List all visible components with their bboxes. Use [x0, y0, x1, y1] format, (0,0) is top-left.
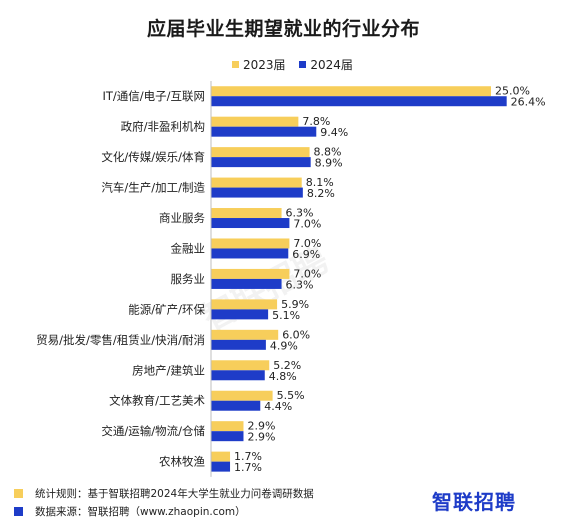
legend-swatch-2023: [232, 61, 239, 68]
category-label: 商业服务: [159, 211, 205, 225]
data-label-2024: 8.9%: [315, 157, 343, 170]
data-label-2023: 1.7%: [234, 450, 262, 463]
data-label-2024: 9.4%: [320, 126, 348, 139]
bar-2024: [211, 461, 231, 472]
bar-2023: [211, 268, 290, 279]
category-label: 政府/非盈利机构: [121, 120, 205, 134]
bar-2023: [211, 360, 270, 371]
data-label-2024: 5.1%: [272, 309, 300, 322]
data-label-2023: 7.8%: [302, 115, 330, 128]
legend-label-2023: 2023届: [243, 58, 286, 72]
bar-2024: [211, 370, 265, 381]
category-label: 农林牧渔: [159, 455, 205, 469]
bar-2024: [211, 96, 507, 107]
data-label-2023: 6.3%: [286, 207, 314, 220]
bar-2024: [211, 431, 244, 442]
legend-item-2024: 2024届: [299, 56, 353, 73]
brand-logo: 智联招聘: [432, 490, 516, 514]
bar-2023: [211, 451, 231, 462]
data-label-2024: 8.2%: [307, 187, 335, 200]
chart-title: 应届毕业生期望就业的行业分布: [146, 18, 420, 40]
category-label: 交通/运输/物流/仓储: [101, 424, 205, 438]
data-label-2024: 4.8%: [269, 370, 297, 383]
footer-source-swatch: [14, 507, 23, 516]
category-label: 贸易/批发/零售/租赁业/快消/耐消: [36, 333, 205, 347]
bar-2024: [211, 309, 269, 320]
data-label-2023: 6.0%: [282, 328, 310, 341]
footer-rule: 统计规则：基于智联招聘2024年大学生就业力问卷调研数据: [14, 486, 314, 501]
data-label-2023: 5.5%: [277, 389, 305, 402]
bar-2023: [211, 147, 310, 158]
data-label-2023: 5.2%: [273, 359, 301, 372]
footer-source: 数据来源：智联招聘（www.zhaopin.com）: [14, 504, 246, 519]
bar-2024: [211, 248, 289, 259]
data-label-2023: 5.9%: [281, 298, 309, 311]
category-label: 金融业: [171, 241, 206, 255]
data-label-2023: 2.9%: [247, 420, 275, 433]
bar-2024: [211, 339, 266, 350]
bar-2024: [211, 278, 282, 289]
data-label-2024: 6.3%: [286, 278, 314, 291]
data-label-2023: 7.0%: [293, 267, 321, 280]
bar-2024: [211, 187, 303, 198]
data-label-2023: 25.0%: [495, 85, 530, 98]
bar-2023: [211, 421, 244, 432]
bar-2023: [211, 329, 279, 340]
bar-2024: [211, 218, 290, 229]
bar-2023: [211, 177, 302, 188]
bar-2023: [211, 208, 282, 219]
bar-2023: [211, 116, 299, 127]
category-label: 服务业: [171, 272, 206, 286]
data-label-2023: 8.8%: [314, 146, 342, 159]
data-label-2023: 8.1%: [306, 176, 334, 189]
category-label: 能源/矿产/环保: [128, 302, 205, 316]
category-label: 汽车/生产/加工/制造: [101, 181, 205, 195]
data-label-2024: 26.4%: [511, 96, 546, 109]
footer-rule-text: 统计规则：基于智联招聘2024年大学生就业力问卷调研数据: [35, 488, 314, 500]
bar-2024: [211, 400, 261, 411]
footer-source-text: 数据来源：智联招聘（www.zhaopin.com）: [35, 506, 246, 518]
data-label-2023: 7.0%: [293, 237, 321, 250]
data-label-2024: 4.9%: [270, 339, 298, 352]
legend-item-2023: 2023届: [232, 56, 286, 73]
bar-2023: [211, 299, 278, 310]
bar-2024: [211, 157, 311, 168]
data-label-2024: 7.0%: [293, 218, 321, 231]
category-label: 文化/传媒/娱乐/体育: [101, 150, 205, 164]
category-label: 文体教育/工艺美术: [109, 394, 205, 408]
bar-2023: [211, 390, 273, 401]
footer-rule-swatch: [14, 489, 23, 498]
category-label: 房地产/建筑业: [132, 363, 205, 377]
legend-label-2024: 2024届: [310, 58, 353, 72]
data-label-2024: 6.9%: [292, 248, 320, 261]
legend: 2023届 2024届: [232, 56, 363, 73]
data-label-2024: 1.7%: [234, 461, 262, 474]
bar-2023: [211, 86, 491, 97]
data-label-2024: 2.9%: [247, 431, 275, 444]
bar-2023: [211, 238, 290, 249]
bar-2024: [211, 126, 317, 137]
category-label: IT/通信/电子/互联网: [102, 89, 205, 103]
legend-swatch-2024: [299, 61, 307, 68]
data-label-2024: 4.4%: [264, 400, 292, 413]
